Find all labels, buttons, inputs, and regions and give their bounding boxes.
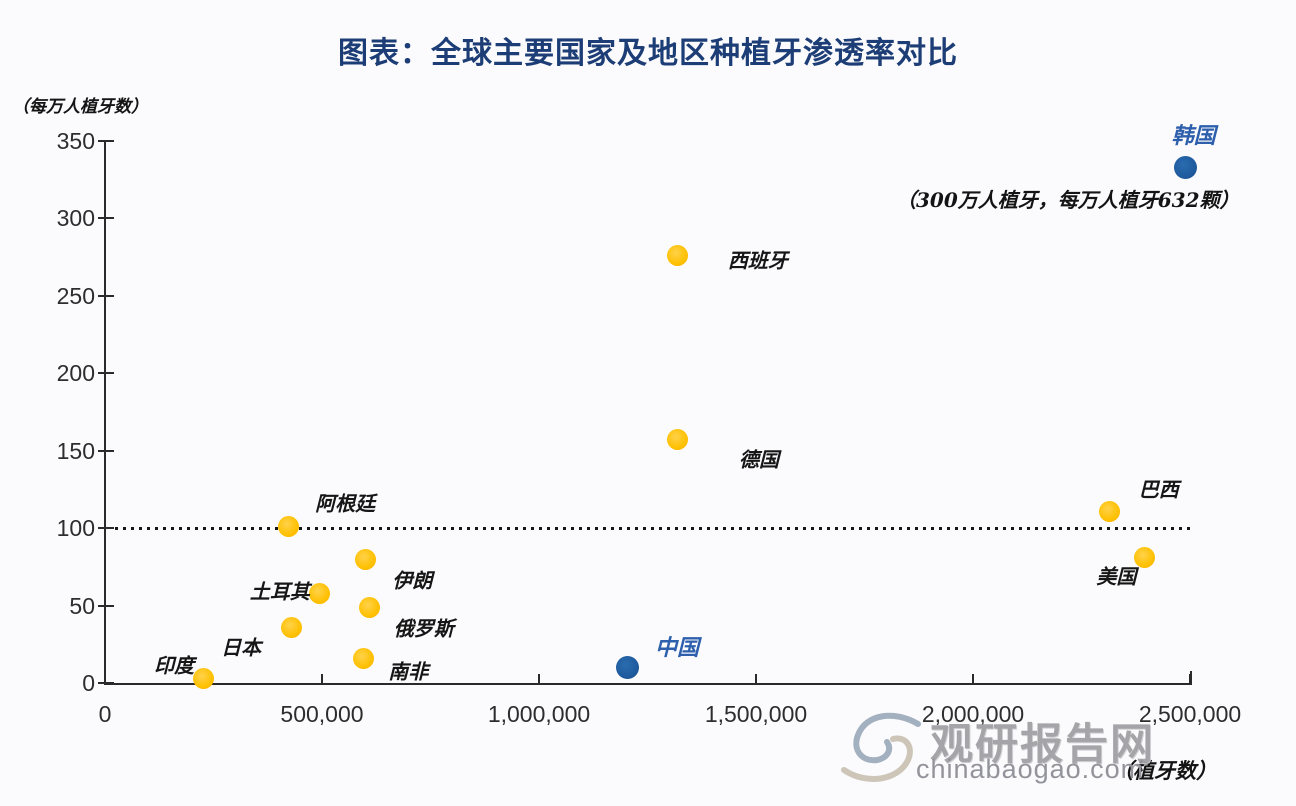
x-tick-label: 2,000,000: [921, 701, 1025, 727]
data-label-南非: 南非: [388, 659, 429, 684]
data-label-巴西: 巴西: [1138, 477, 1179, 502]
x-tick-mark: [538, 674, 540, 684]
data-point-韩国: [1174, 155, 1198, 179]
data-label-俄罗斯: 俄罗斯: [393, 616, 454, 641]
x-tick-mark: [755, 674, 757, 684]
reference-line-100: [115, 527, 1190, 531]
data-label-德国: 德国: [739, 447, 779, 472]
y-tick-mark: [98, 294, 114, 297]
y-tick-label: 50: [69, 592, 95, 619]
y-tick-mark: [98, 372, 114, 375]
data-point-中国: [616, 656, 640, 679]
data-point-南非: [352, 647, 374, 669]
x-tick-label: 2,500,000: [1138, 701, 1242, 727]
y-tick-mark: [98, 682, 114, 684]
x-tick-label: 500,000: [280, 701, 364, 727]
data-point-俄罗斯: [359, 596, 381, 618]
y-tick-mark: [98, 217, 114, 220]
x-tick-mark: [104, 674, 106, 684]
data-point-美国: [1133, 547, 1155, 569]
y-tick-label: 200: [56, 360, 95, 387]
y-axis-unit-label: （每万人植牙数）: [12, 97, 148, 117]
y-tick-mark: [98, 604, 114, 607]
data-point-印度: [192, 667, 214, 689]
x-axis-line: [104, 683, 1192, 685]
x-tick-mark: [321, 674, 323, 684]
data-label-中国: 中国: [654, 634, 699, 661]
data-label-日本: 日本: [221, 635, 262, 660]
data-label-美国: 美国: [1096, 564, 1137, 589]
data-label-土耳其: 土耳其: [249, 579, 310, 604]
data-point-土耳其: [309, 582, 331, 604]
y-tick-mark: [98, 449, 114, 452]
y-axis-line: [104, 141, 106, 685]
y-tick-label: 350: [56, 128, 95, 154]
data-label-韩国: 韩国: [1171, 123, 1216, 150]
korea-annotation: （300万人植牙，每万人植牙632颗）: [896, 188, 1240, 212]
x-tick-label: 0: [98, 701, 112, 727]
data-point-伊朗: [354, 548, 376, 570]
x-tick-mark: [1189, 674, 1191, 684]
y-tick-label: 150: [56, 437, 95, 464]
x-axis-endcap: [1190, 671, 1192, 684]
y-tick-label: 250: [56, 282, 95, 309]
data-label-西班牙: 西班牙: [727, 248, 788, 273]
data-point-巴西: [1099, 500, 1121, 522]
data-label-阿根廷: 阿根廷: [315, 491, 376, 516]
data-point-德国: [666, 429, 688, 451]
y-tick-mark: [98, 527, 114, 530]
y-tick-mark: [98, 140, 114, 142]
data-label-伊朗: 伊朗: [392, 568, 433, 593]
page-title: 图表：全球主要国家及地区种植牙渗透率对比: [338, 37, 958, 70]
data-label-印度: 印度: [154, 653, 195, 678]
x-tick-mark: [972, 674, 974, 684]
y-tick-label: 100: [56, 515, 95, 542]
x-tick-label: 1,500,000: [704, 701, 808, 727]
watermark-site-url: chinabaogao.com: [916, 754, 1145, 784]
data-point-阿根廷: [277, 516, 299, 538]
data-point-日本: [280, 616, 302, 638]
data-point-西班牙: [667, 245, 689, 267]
y-tick-label: 0: [82, 670, 95, 696]
x-tick-label: 1,000,000: [487, 701, 591, 727]
x-axis-unit-label: （植牙数）: [1112, 758, 1217, 783]
y-tick-label: 300: [56, 205, 95, 232]
